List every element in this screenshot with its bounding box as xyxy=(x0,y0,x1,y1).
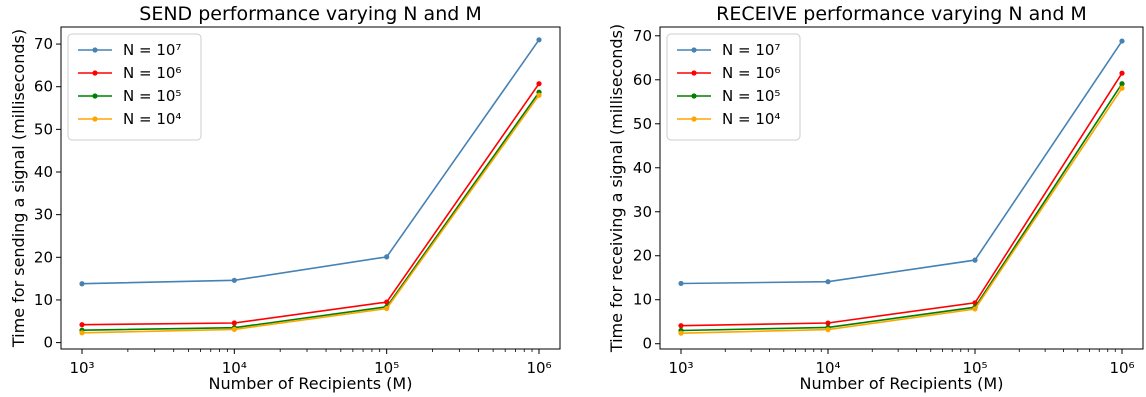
y-tick-label: 0 xyxy=(43,334,53,352)
data-point xyxy=(384,254,390,260)
data-point xyxy=(825,327,831,333)
x-axis-label: Number of Recipients (M) xyxy=(800,374,1004,393)
y-axis-label: Time for receiving a signal (millisecond… xyxy=(607,24,626,353)
receive-chart: RECEIVE performance varying N and M 0 10 20… xyxy=(607,3,1144,393)
legend-label: N = 10⁷ xyxy=(123,41,181,59)
y-tick-label: 60 xyxy=(633,71,652,89)
chart-title: SEND performance varying N and M xyxy=(139,3,481,25)
legend-marker xyxy=(691,116,697,122)
x-tick-label: 10⁴ xyxy=(222,359,247,377)
data-point xyxy=(825,320,831,326)
data-point xyxy=(536,37,542,43)
plot-frame xyxy=(60,26,561,350)
legend-label: N = 10⁵ xyxy=(123,87,181,105)
data-point xyxy=(536,81,542,87)
y-tick-label: 70 xyxy=(34,35,53,53)
data-point xyxy=(384,299,390,305)
y-tick-label: 50 xyxy=(34,120,53,138)
data-point xyxy=(231,277,237,283)
data-point xyxy=(678,280,684,287)
legend-box xyxy=(67,33,202,141)
y-tick-label: 30 xyxy=(633,203,652,221)
x-tick-label: 10⁴ xyxy=(815,359,840,377)
y-tick-label: 20 xyxy=(633,247,652,265)
y-tick-label: 40 xyxy=(34,163,53,181)
data-point xyxy=(1119,81,1125,87)
legend-label: N = 10⁴ xyxy=(722,110,780,128)
y-tick-label: 50 xyxy=(633,115,652,133)
data-point xyxy=(1119,85,1125,91)
data-point xyxy=(79,281,85,287)
chart-title: RECEIVE performance varying N and M xyxy=(716,3,1087,25)
x-tick-label: 10⁵ xyxy=(962,359,987,377)
data-point xyxy=(1119,70,1125,76)
x-tick-label: 10³ xyxy=(69,359,94,377)
legend-marker xyxy=(92,116,98,122)
legend-box xyxy=(666,33,801,141)
series-line xyxy=(81,94,540,334)
data-point xyxy=(678,323,684,329)
legend-marker xyxy=(691,70,697,76)
legend-label: N = 10⁴ xyxy=(123,110,181,128)
legend-marker xyxy=(691,47,697,53)
data-point xyxy=(972,306,978,312)
legend-label: N = 10⁵ xyxy=(722,87,780,105)
x-tick-label: 10⁶ xyxy=(526,359,551,377)
legend-marker xyxy=(92,70,98,76)
legend-label: N = 10⁷ xyxy=(722,41,780,59)
x-axis-label: Number of Recipients (M) xyxy=(209,374,413,393)
y-tick-label: 40 xyxy=(633,159,652,177)
data-point xyxy=(231,326,237,332)
y-axis-label: Time for sending a signal (milliseconds) xyxy=(9,29,28,348)
x-tick-label: 10⁶ xyxy=(1109,359,1134,377)
data-point xyxy=(231,320,237,326)
data-point xyxy=(972,257,978,263)
y-tick-label: 60 xyxy=(34,78,53,96)
data-point xyxy=(1119,38,1125,44)
data-point xyxy=(384,305,390,312)
legend-marker xyxy=(92,47,98,53)
series-line xyxy=(680,72,1123,327)
y-tick-label: 30 xyxy=(34,206,53,224)
legend-marker xyxy=(92,93,98,99)
series-line xyxy=(81,83,540,326)
data-point xyxy=(678,330,684,336)
data-point xyxy=(536,92,542,98)
data-point xyxy=(79,322,85,328)
legend-label: N = 10⁶ xyxy=(722,64,780,82)
y-tick-label: 70 xyxy=(633,27,652,45)
series-line xyxy=(81,91,540,331)
data-point xyxy=(79,330,85,336)
y-tick-label: 20 xyxy=(34,248,53,266)
y-tick-label: 0 xyxy=(642,335,652,353)
series-line xyxy=(680,87,1123,334)
series-line xyxy=(680,40,1123,285)
legend-label: N = 10⁶ xyxy=(123,64,181,82)
y-tick-label: 10 xyxy=(633,291,652,309)
y-tick-label: 10 xyxy=(34,291,53,309)
series-line xyxy=(680,83,1123,332)
x-tick-label: 10³ xyxy=(668,359,693,377)
legend-marker xyxy=(691,93,697,99)
send-chart: SEND performance varying N and M 0 10 20 30 4… xyxy=(9,3,561,393)
plot-frame xyxy=(659,26,1144,350)
x-tick-label: 10⁵ xyxy=(374,359,399,377)
series-line xyxy=(81,39,540,285)
data-point xyxy=(825,279,831,285)
